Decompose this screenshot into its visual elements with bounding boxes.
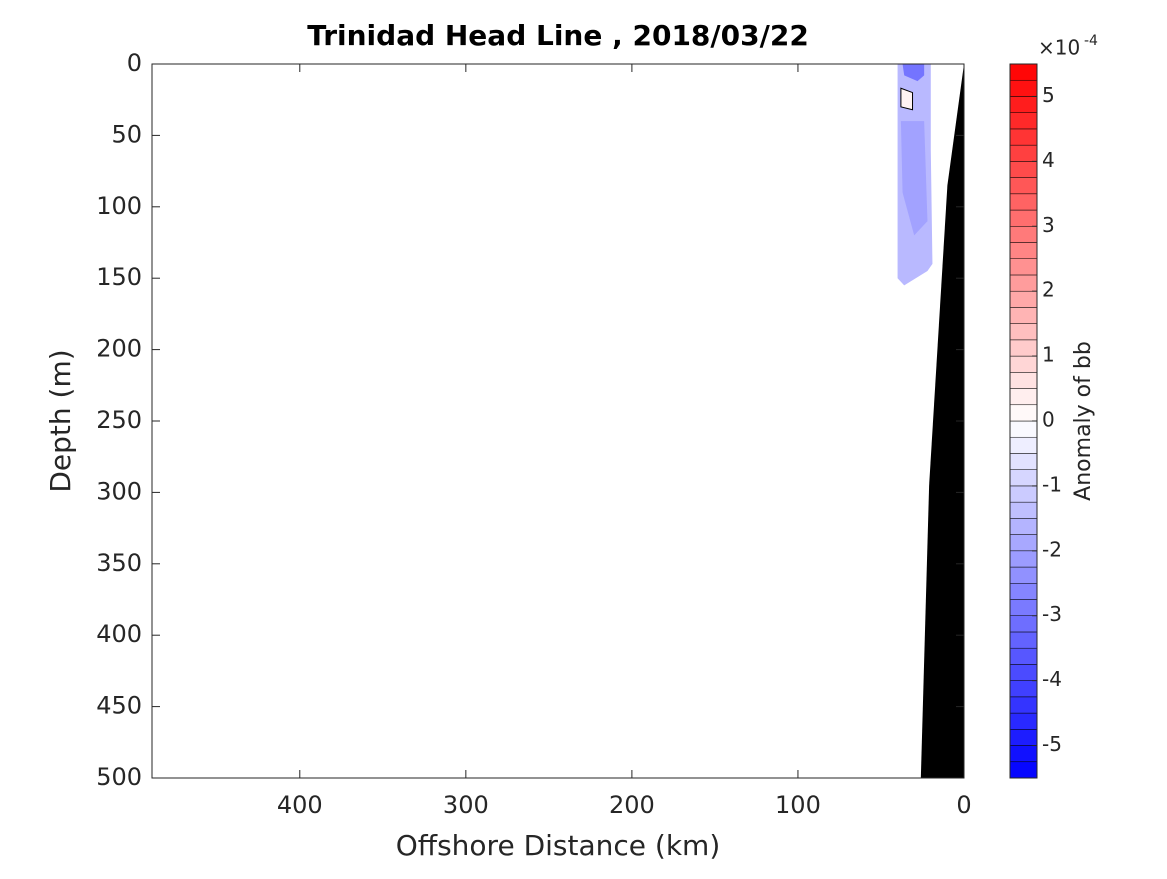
colorbar-band: [1009, 696, 1038, 714]
x-axis-label: Offshore Distance (km): [396, 829, 721, 862]
colorbar-band: [1009, 550, 1038, 568]
y-tick-label: 0: [127, 49, 142, 77]
colorbar-tick-label: -4: [1042, 667, 1062, 691]
colorbar-band: [1009, 712, 1038, 730]
axes-box: [151, 63, 965, 779]
colorbar-tick-label: -3: [1042, 602, 1062, 626]
colorbar-band: [1009, 599, 1038, 616]
y-tick-label: 400: [96, 620, 142, 648]
y-tick-label: 250: [96, 406, 142, 434]
colorbar-band: [1009, 729, 1038, 746]
colorbar-band: [1009, 420, 1038, 438]
colorbar-band: [1009, 96, 1038, 113]
y-tick-label: 100: [96, 192, 142, 220]
colorbar-band: [1009, 112, 1038, 130]
colorbar-band: [1009, 177, 1038, 195]
colorbar-band: [1009, 664, 1038, 681]
colorbar-band: [1009, 161, 1038, 178]
colorbar-band: [1009, 63, 1038, 81]
colorbar-band: [1009, 193, 1038, 211]
colorbar-tick-label: -2: [1042, 537, 1062, 561]
x-tick-label: 300: [443, 791, 489, 819]
y-tick-label: 300: [96, 477, 142, 505]
colorbar-band: [1009, 307, 1038, 324]
colorbar-band: [1009, 274, 1038, 292]
colorbar-multiplier: ×10: [1038, 36, 1080, 60]
colorbar-exponent: -4: [1084, 33, 1098, 49]
y-tick-label: 450: [96, 692, 142, 720]
x-tick-label: 200: [609, 791, 655, 819]
colorbar-band: [1009, 79, 1038, 97]
colorbar-tick-label: 0: [1042, 408, 1055, 432]
colorbar-band: [1009, 745, 1038, 763]
colorbar-tick-label: 4: [1042, 148, 1055, 172]
colorbar-band: [1009, 258, 1038, 276]
colorbar-band: [1009, 631, 1038, 649]
chart-title: Trinidad Head Line , 2018/03/22: [307, 19, 809, 52]
colorbar-tick-label: 5: [1042, 83, 1055, 107]
y-tick-label: 350: [96, 549, 142, 577]
colorbar-band: [1009, 566, 1038, 584]
colorbar-band: [1009, 290, 1038, 308]
colorbar-band: [1009, 339, 1038, 357]
colorbar-band: [1009, 242, 1038, 259]
y-tick-label: 50: [111, 120, 142, 148]
colorbar-band: [1009, 128, 1038, 146]
colorbar-tick-label: -5: [1042, 732, 1062, 756]
colorbar-band: [1009, 647, 1038, 665]
x-tick-label: 0: [956, 791, 971, 819]
colorbar-band: [1009, 615, 1038, 633]
y-tick-label: 150: [96, 263, 142, 291]
colorbar-band: [1009, 485, 1038, 503]
anomaly-patch: [902, 64, 925, 82]
colorbar-band: [1009, 518, 1038, 535]
colorbar-tick-label: 3: [1042, 213, 1055, 237]
colorbar-band: [1009, 388, 1038, 406]
colorbar-band: [1009, 226, 1038, 243]
colorbar-band: [1009, 680, 1038, 698]
colorbar-band: [1009, 453, 1038, 470]
colorbar-band: [1009, 144, 1038, 162]
anomaly-patch: [900, 87, 914, 111]
bathymetry: [920, 64, 964, 778]
colorbar-band: [1009, 323, 1038, 341]
anomaly-patch: [900, 121, 928, 236]
colorbar-tick-label: -1: [1042, 472, 1062, 496]
colorbar-band: [1009, 355, 1038, 373]
colorbar-band: [1009, 372, 1038, 389]
colorbar-band: [1009, 209, 1038, 227]
x-tick-label: 400: [277, 791, 323, 819]
y-tick-label: 200: [96, 335, 142, 363]
colorbar-band: [1009, 583, 1038, 600]
y-tick-label: 500: [96, 763, 142, 791]
colorbar-label: Anomaly of bb: [1071, 341, 1096, 501]
y-axis-label: Depth (m): [44, 349, 77, 492]
colorbar-band: [1009, 404, 1038, 422]
colorbar-band: [1009, 534, 1038, 552]
x-tick-label: 100: [775, 791, 821, 819]
colorbar-band: [1009, 761, 1038, 779]
colorbar-tick-label: 1: [1042, 343, 1055, 367]
colorbar-band: [1009, 436, 1038, 454]
colorbar-tick-label: 2: [1042, 278, 1055, 302]
colorbar-band: [1009, 469, 1038, 487]
colorbar-band: [1009, 501, 1038, 519]
